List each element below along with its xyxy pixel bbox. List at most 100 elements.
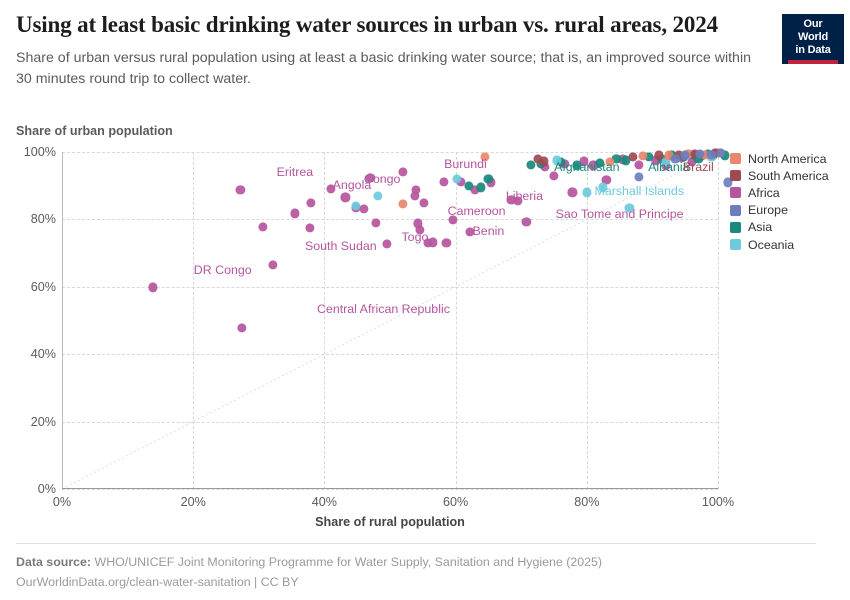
data-point-label: Sao Tome and Principe xyxy=(555,207,684,222)
data-point[interactable] xyxy=(373,191,383,201)
data-point[interactable] xyxy=(306,198,316,208)
data-point[interactable] xyxy=(578,156,589,167)
data-point[interactable] xyxy=(465,227,475,237)
data-point[interactable] xyxy=(526,160,536,170)
data-point[interactable] xyxy=(680,150,690,160)
data-point[interactable] xyxy=(237,323,247,333)
data-point[interactable] xyxy=(268,260,278,270)
legend-swatch xyxy=(730,153,741,165)
data-point[interactable] xyxy=(483,174,493,184)
data-point[interactable] xyxy=(567,187,577,198)
data-point[interactable] xyxy=(539,156,549,167)
legend-item[interactable]: North America xyxy=(730,150,848,167)
data-point[interactable] xyxy=(533,154,543,164)
data-point[interactable] xyxy=(582,187,592,198)
data-point[interactable] xyxy=(700,150,710,160)
data-point[interactable] xyxy=(359,204,369,214)
footer-source: Data source: WHO/UNICEF Joint Monitoring… xyxy=(16,553,816,573)
data-point[interactable] xyxy=(448,215,458,225)
data-point[interactable] xyxy=(470,185,480,195)
data-point[interactable] xyxy=(624,203,635,213)
data-point[interactable] xyxy=(428,237,438,247)
data-point[interactable] xyxy=(452,174,462,184)
legend-item[interactable]: Africa xyxy=(730,184,848,201)
x-axis-line xyxy=(62,488,718,489)
data-point[interactable] xyxy=(651,155,661,166)
owid-logo[interactable]: Our World in Data xyxy=(782,14,844,65)
data-point[interactable] xyxy=(456,177,466,187)
data-point[interactable] xyxy=(716,148,726,158)
data-point[interactable] xyxy=(506,195,516,205)
data-point[interactable] xyxy=(654,150,664,160)
footer-license[interactable]: OurWorldinData.org/clean-water-sanitatio… xyxy=(16,574,299,589)
data-point[interactable] xyxy=(644,152,654,162)
data-points-layer xyxy=(62,148,733,489)
data-point-label: Benin xyxy=(472,224,505,239)
data-point[interactable] xyxy=(723,177,733,187)
data-point[interactable] xyxy=(670,154,680,164)
data-point[interactable] xyxy=(258,222,268,232)
data-point[interactable] xyxy=(552,155,562,166)
data-point[interactable] xyxy=(664,150,674,160)
data-point[interactable] xyxy=(398,167,408,177)
data-point[interactable] xyxy=(513,196,523,206)
data-point[interactable] xyxy=(706,150,717,160)
data-point[interactable] xyxy=(611,154,621,164)
data-point[interactable] xyxy=(419,198,429,208)
data-point[interactable] xyxy=(693,154,703,164)
data-point[interactable] xyxy=(147,282,158,293)
data-point[interactable] xyxy=(634,172,644,182)
data-point[interactable] xyxy=(695,149,705,159)
data-point[interactable] xyxy=(549,170,559,181)
data-point[interactable] xyxy=(637,151,648,161)
data-point[interactable] xyxy=(540,162,550,172)
data-point[interactable] xyxy=(480,152,490,162)
data-point[interactable] xyxy=(572,160,582,171)
data-point[interactable] xyxy=(628,152,638,162)
data-point[interactable] xyxy=(601,175,612,185)
data-point[interactable] xyxy=(411,185,421,195)
data-point[interactable] xyxy=(595,158,605,168)
data-point[interactable] xyxy=(351,201,361,211)
data-point[interactable] xyxy=(340,192,350,203)
data-point[interactable] xyxy=(598,182,608,192)
data-point-label: Liberia xyxy=(505,189,544,204)
legend-item[interactable]: Europe xyxy=(730,202,848,219)
page-title: Using at least basic drinking water sour… xyxy=(16,12,718,37)
data-point[interactable] xyxy=(370,218,381,228)
data-point[interactable] xyxy=(235,185,246,195)
data-point[interactable] xyxy=(605,157,615,167)
chart-header: Using at least basic drinking water sour… xyxy=(16,10,756,89)
data-point[interactable] xyxy=(464,181,474,191)
data-point-label: Eritrea xyxy=(276,165,314,180)
y-axis-tick-label: 100% xyxy=(23,145,56,159)
data-point[interactable] xyxy=(423,238,433,248)
data-point[interactable] xyxy=(290,208,300,218)
data-point[interactable] xyxy=(660,157,671,167)
legend-item[interactable]: Oceania xyxy=(730,236,848,253)
data-point[interactable] xyxy=(410,191,420,201)
data-point[interactable] xyxy=(382,239,392,249)
data-point[interactable] xyxy=(365,173,375,183)
data-point[interactable] xyxy=(412,218,423,229)
data-point[interactable] xyxy=(441,238,451,248)
data-point[interactable] xyxy=(475,182,486,192)
chart-footer: Data source: WHO/UNICEF Joint Monitoring… xyxy=(16,543,816,593)
data-point-label: Congo xyxy=(363,171,401,186)
legend-item[interactable]: Asia xyxy=(730,219,848,236)
data-point-label: Burundi xyxy=(444,156,487,171)
legend-item[interactable]: South America xyxy=(730,167,848,184)
data-point[interactable] xyxy=(687,157,697,167)
data-point[interactable] xyxy=(521,217,532,227)
data-point[interactable] xyxy=(439,177,449,187)
owid-logo-line2: in Data xyxy=(795,43,831,56)
data-point[interactable] xyxy=(621,155,631,166)
data-point[interactable] xyxy=(588,160,598,171)
data-point[interactable] xyxy=(305,223,315,233)
data-point[interactable] xyxy=(398,199,408,209)
data-point[interactable] xyxy=(415,225,425,235)
data-point[interactable] xyxy=(634,160,644,170)
data-point[interactable] xyxy=(326,184,336,194)
legend-label: Oceania xyxy=(748,237,795,252)
data-point-label: Central African Republic xyxy=(316,301,450,316)
